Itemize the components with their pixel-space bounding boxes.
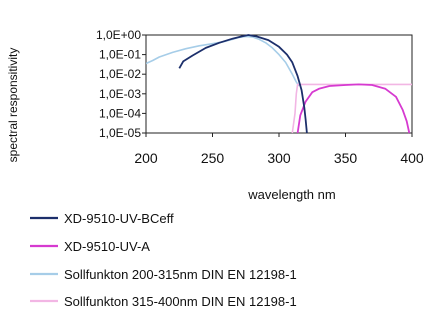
y-tick-label: 1,0E-02	[99, 67, 141, 81]
legend: XD-9510-UV-BCeff XD-9510-UV-A Sollfunkton …	[30, 211, 297, 309]
x-tick-label: 400	[400, 150, 424, 166]
x-tick-label: 200	[134, 150, 158, 166]
legend-label: XD-9510-UV-BCeff	[64, 211, 174, 226]
x-tick-labels: 200 250 300 350 400	[134, 150, 424, 166]
legend-label: Sollfunkton 200-315nm DIN EN 12198-1	[64, 267, 297, 282]
x-tick-label: 350	[334, 150, 358, 166]
legend-entry: Sollfunkton 315-400nm DIN EN 12198-1	[30, 294, 297, 309]
y-tick-label: 1,0E-01	[99, 48, 141, 62]
series-lines	[146, 34, 412, 134]
x-axis-title: wavelength nm	[247, 187, 335, 202]
y-tick-labels: 1,0E-05 1,0E-04 1,0E-03 1,0E-02 1,0E-01 1,0E+…	[96, 28, 141, 140]
legend-label: Sollfunkton 315-400nm DIN EN 12198-1	[64, 294, 297, 309]
y-axis-title: spectral responsitivity	[6, 48, 20, 163]
series-line-xd-9510-uv-bceff	[178, 34, 308, 134]
y-tick-label: 1,0E+00	[96, 28, 141, 42]
y-tick-label: 1,0E-04	[99, 106, 141, 120]
y-tick-label: 1,0E-03	[99, 87, 141, 101]
series-line-sollfunkton-315-400nm-din-en-12198-1	[291, 83, 412, 134]
legend-entry: XD-9510-UV-BCeff	[30, 211, 174, 226]
legend-label: XD-9510-UV-A	[64, 239, 150, 254]
series-line-xd-9510-uv-a	[296, 83, 411, 134]
y-axis-title-group: spectral responsitivity	[6, 48, 20, 163]
legend-entry: XD-9510-UV-A	[30, 239, 150, 254]
x-tick-label: 250	[201, 150, 225, 166]
y-tick-label: 1,0E-05	[99, 126, 141, 140]
legend-entry: Sollfunkton 200-315nm DIN EN 12198-1	[30, 267, 297, 282]
x-tick-label: 300	[267, 150, 291, 166]
